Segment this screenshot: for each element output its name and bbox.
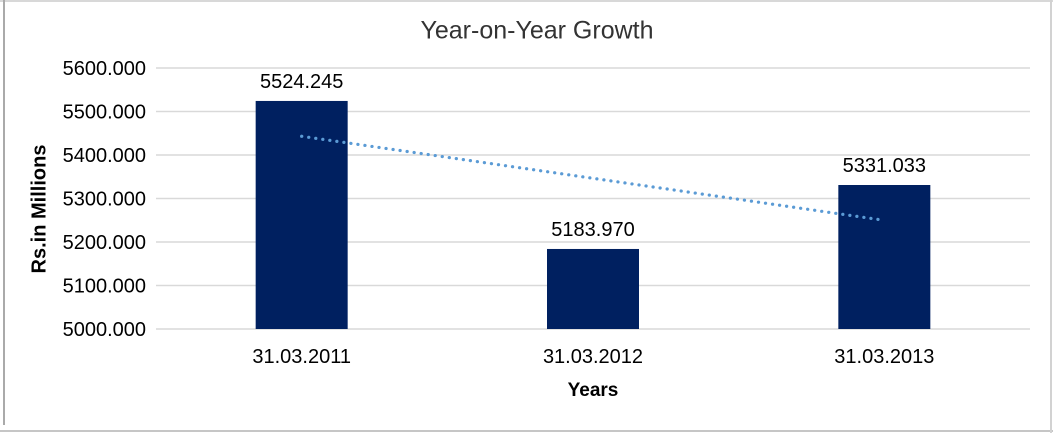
value-label: 5331.033 — [843, 155, 926, 177]
bar-31.03.2013 — [838, 185, 931, 329]
bar-31.03.2011 — [255, 100, 348, 329]
frame-right-edge — [1050, 0, 1052, 433]
y-tick-label: 5200.000 — [63, 232, 146, 254]
x-category-label: 31.03.2013 — [834, 346, 934, 368]
frame-left-edge — [3, 0, 5, 425]
value-label: 5524.245 — [260, 71, 343, 93]
chart-title: Year-on-Year Growth — [420, 16, 654, 45]
bar-31.03.2012 — [547, 248, 639, 329]
x-category-label: 31.03.2011 — [252, 346, 351, 368]
y-tick-label: 5000.000 — [63, 319, 146, 341]
y-tick-label: 5100.000 — [63, 276, 146, 298]
y-tick-label: 5600.000 — [63, 58, 146, 80]
value-label: 5183.970 — [551, 219, 634, 241]
y-tick-label: 5400.000 — [63, 145, 146, 167]
y-tick-label: 5500.000 — [63, 102, 146, 124]
x-category-label: 31.03.2012 — [543, 346, 643, 368]
y-tick-label: 5300.000 — [63, 189, 146, 211]
trendline — [300, 134, 886, 222]
frame-bottom-edge — [0, 430, 1053, 432]
frame-top-edge — [0, 0, 1053, 2]
x-axis-title: Years — [567, 380, 619, 401]
